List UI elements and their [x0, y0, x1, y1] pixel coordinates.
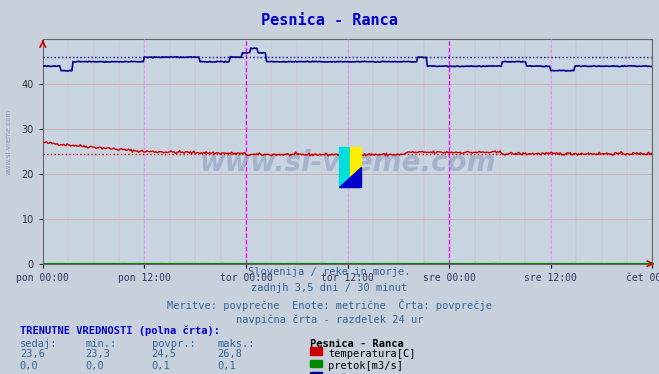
Text: 0,0: 0,0 — [86, 361, 104, 371]
Text: Pesnica - Ranca: Pesnica - Ranca — [310, 339, 403, 349]
Text: 0,1: 0,1 — [152, 361, 170, 371]
Text: 23,6: 23,6 — [20, 349, 45, 359]
Bar — [339, 147, 350, 187]
Text: zadnjh 3,5 dni / 30 minut: zadnjh 3,5 dni / 30 minut — [251, 283, 408, 293]
Polygon shape — [339, 167, 361, 187]
Text: sedaj:: sedaj: — [20, 339, 57, 349]
Bar — [350, 147, 361, 187]
Text: Slovenija / reke in morje.: Slovenija / reke in morje. — [248, 267, 411, 278]
Text: 26,8: 26,8 — [217, 349, 243, 359]
Text: maks.:: maks.: — [217, 339, 255, 349]
Text: 24,5: 24,5 — [152, 349, 177, 359]
Text: www.si-vreme.com: www.si-vreme.com — [5, 109, 11, 175]
Text: temperatura[C]: temperatura[C] — [328, 349, 416, 359]
Text: povpr.:: povpr.: — [152, 339, 195, 349]
Text: pretok[m3/s]: pretok[m3/s] — [328, 361, 403, 371]
Text: 23,3: 23,3 — [86, 349, 111, 359]
Text: 0,1: 0,1 — [217, 361, 236, 371]
Text: TRENUTNE VREDNOSTI (polna črta):: TRENUTNE VREDNOSTI (polna črta): — [20, 325, 219, 336]
Text: Pesnica - Ranca: Pesnica - Ranca — [261, 13, 398, 28]
Text: Meritve: povprečne  Enote: metrične  Črta: povprečje: Meritve: povprečne Enote: metrične Črta:… — [167, 299, 492, 311]
Text: 0,0: 0,0 — [20, 361, 38, 371]
Text: www.si-vreme.com: www.si-vreme.com — [200, 149, 496, 177]
Text: min.:: min.: — [86, 339, 117, 349]
Text: navpična črta - razdelek 24 ur: navpična črta - razdelek 24 ur — [236, 315, 423, 325]
